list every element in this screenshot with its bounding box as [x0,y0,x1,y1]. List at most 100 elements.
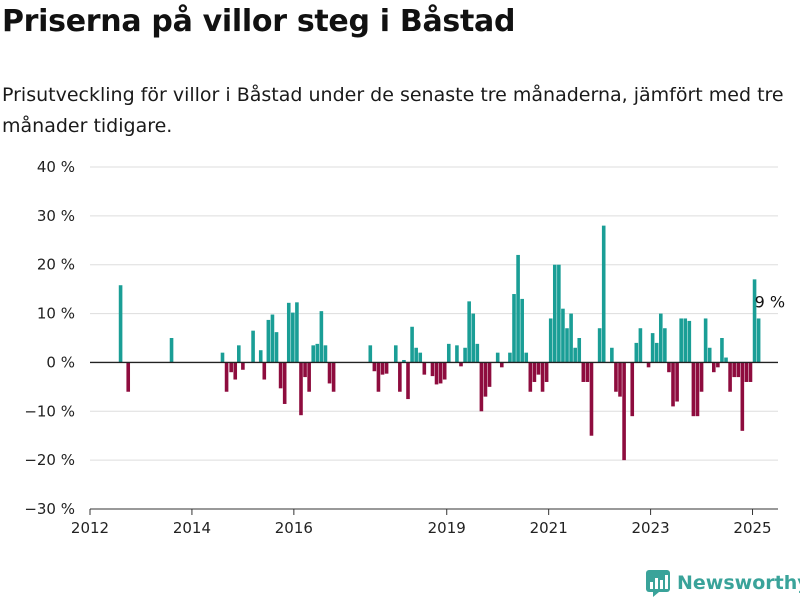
bar [463,347,467,363]
bar [315,343,320,363]
bar [495,352,500,363]
bar [744,362,749,382]
bar [434,362,439,385]
bar [565,328,569,363]
bar [516,254,520,363]
bar [331,362,336,392]
bar [646,362,651,368]
x-tick-label: 2025 [733,519,771,537]
bar [384,362,389,374]
bar [459,362,463,367]
bar [630,362,635,417]
bar [601,225,606,363]
y-tick-label: 30 % [37,207,75,225]
bar [614,362,618,392]
bar [711,362,716,373]
x-tick-label: 2021 [530,519,568,537]
chart-subtitle: Prisutveckling för villor i Båstad under… [2,84,784,137]
bar [748,362,753,382]
bar [524,352,529,363]
bar [695,362,700,417]
x-tick-label: 2023 [631,519,669,537]
bar [299,362,303,416]
bar [728,362,732,392]
bar [548,318,553,363]
bar [618,362,622,397]
bar [740,362,745,431]
bar [720,338,724,363]
x-tick-label: 2016 [275,519,313,537]
bar [430,362,435,377]
latest-value-annotation: 9 % [755,292,785,311]
bar [707,347,712,363]
y-tick-label: 20 % [37,256,75,274]
bar [679,318,683,363]
bar [291,312,295,363]
bar [577,338,582,363]
bar [274,332,279,363]
bar [536,362,541,375]
y-tick-label: 10 % [37,305,75,323]
bar [589,362,594,436]
bar [699,362,704,392]
bar [418,352,423,363]
y-tick-label: −20 % [24,451,75,469]
bar [658,313,663,363]
bar [307,362,311,392]
bar [270,314,275,363]
bar [410,326,414,363]
bar [581,362,586,382]
newsworthy-logo: Newsworthy [645,568,800,598]
bar [752,279,757,363]
bar [532,362,537,382]
bar [262,362,267,380]
bar [376,362,381,392]
bar [512,294,516,363]
bar [471,313,476,363]
y-tick-label: −30 % [24,500,75,518]
bar [475,343,480,363]
bar [278,362,283,389]
bar [224,362,229,392]
bar [671,362,675,407]
bar [528,362,533,392]
bar [220,352,225,363]
bar [508,352,512,363]
bar [691,362,696,417]
bar [319,311,324,363]
bar [323,345,328,363]
bar [479,362,484,412]
bar [634,342,639,363]
bar [380,362,385,375]
bar [483,362,488,397]
bar [544,362,549,382]
bar [716,362,720,368]
chart-title: Priserna på villor steg i Båstad [2,4,516,39]
bar [520,298,524,363]
bar [540,362,545,392]
bar [703,318,708,363]
bar [282,362,287,404]
bar [372,362,377,372]
bar [327,362,332,384]
bar [258,350,263,363]
bar [393,345,398,363]
bar [597,328,602,363]
bar [561,308,565,363]
x-tick-label: 2012 [71,519,109,537]
bar [286,302,291,363]
bar [442,362,447,380]
bar [303,362,307,378]
bar [251,330,255,363]
bar [687,320,692,363]
bar [118,285,123,363]
x-tick-label: 2019 [428,519,466,537]
brand-name: Newsworthy [677,572,800,594]
bar [675,362,679,402]
bar [241,362,245,370]
bar [638,328,643,363]
bar [585,362,590,382]
axes: 40 % 30 % 20 % 10 % 0 % −10 % −20 % −30 %2012 20… [24,158,778,537]
bar [467,301,471,363]
bar [414,347,418,363]
